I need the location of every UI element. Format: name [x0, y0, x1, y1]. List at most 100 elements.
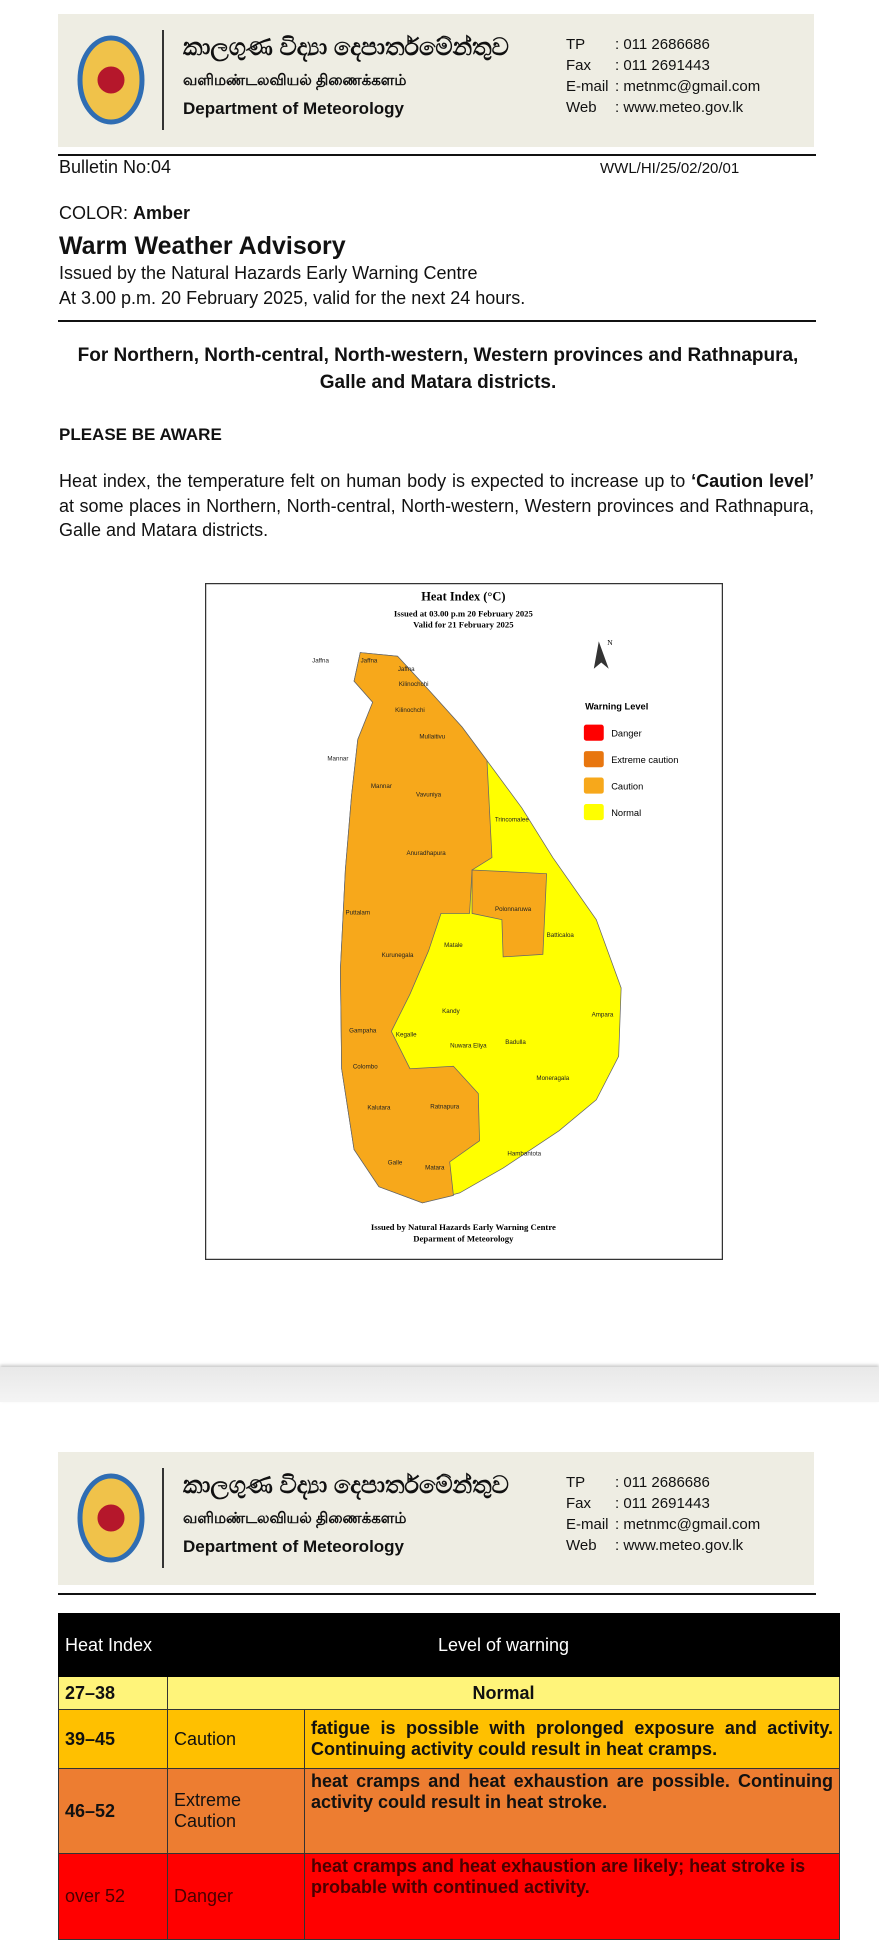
district-label: Gampaha	[349, 1028, 377, 1035]
district-label: Galle	[388, 1159, 403, 1166]
north-arrow	[593, 641, 609, 669]
english-name: Department of Meteorology	[183, 1537, 405, 1556]
contact-label: Fax	[566, 1495, 592, 1512]
divider	[162, 30, 164, 130]
district-label: Anuradhapura	[406, 850, 446, 857]
cell: Normal	[167, 1676, 840, 1710]
color-line: COLOR: Amber	[59, 203, 190, 224]
bulletin-number: Bulletin No:04	[59, 157, 172, 177]
map-text: Issued by Natural Hazards Early Warning …	[371, 1222, 556, 1232]
district-label: Jaffna	[312, 658, 329, 665]
heat-map: Heat Index (°C) Issued at 03.00 p.m 20 Fe…	[205, 583, 723, 1260]
contact-label: Fax	[566, 57, 592, 74]
contact-label: E-mail	[566, 1516, 609, 1533]
title: Warm Weather Advisory	[59, 232, 346, 260]
contact-value: : metnmc@gmail.com	[615, 1516, 761, 1533]
district-label: Trincomalee	[495, 817, 529, 824]
region-caution	[471, 869, 547, 958]
cell: 27–38	[58, 1676, 168, 1710]
map-text: Valid for 21 February 2025	[413, 620, 514, 630]
region-caution	[340, 652, 493, 1204]
district-label: Kilinochchi	[399, 681, 429, 688]
map-text: N	[607, 638, 613, 647]
tamil-name: வளிமண்டலவியல் திணைக்களம்	[183, 1510, 407, 1527]
district-label: Hambantota	[507, 1151, 541, 1158]
legend-swatch	[583, 724, 604, 741]
legend-label: Danger	[611, 728, 642, 738]
cell: Danger	[167, 1853, 305, 1940]
aware: PLEASE BE AWARE	[59, 425, 222, 444]
district-label: Puttalam	[346, 910, 370, 917]
cell: 39–45	[58, 1709, 168, 1769]
district-label: Kegalle	[396, 1031, 417, 1038]
contact-value: : metnmc@gmail.com	[615, 78, 761, 95]
contact-label: Web	[566, 1537, 597, 1554]
district-label: Moneragala	[536, 1075, 569, 1082]
district-label: Ratnapura	[430, 1103, 460, 1110]
body: Heat index, the temperature felt on huma…	[59, 469, 814, 543]
emblem-inner	[94, 63, 128, 97]
contact-value: : www.meteo.gov.lk	[615, 1537, 744, 1554]
district-label: Kilinochchi	[395, 707, 425, 714]
contact-label: TP	[566, 36, 586, 53]
sinhala-name: කාලගුණ විද්‍යා දෙපාර්තමේන්තුව	[183, 34, 509, 61]
color: Amber	[133, 203, 191, 223]
cell: fatigue is possible with prolonged expos…	[304, 1709, 840, 1769]
cell: heat cramps and heat exhaustion are like…	[304, 1853, 840, 1940]
sinhala-name: කාලගුණ විද්‍යා දෙපාර්තමේන්තුව	[183, 1472, 509, 1499]
legend-swatch	[583, 803, 604, 821]
issued-at: At 3.00 p.m. 20 February 2025, valid for…	[59, 288, 526, 308]
letterhead: කාලගුණ විද්‍යා දෙපාර්තමේන්තුව வளிமண்டலவிய…	[58, 1452, 814, 1585]
warning-table: Heat Index Level of warning 27–38 Normal 3…	[58, 1613, 840, 1940]
district-label: Mullaitivu	[419, 733, 445, 740]
cell: heat cramps and heat exhaustion are poss…	[304, 1768, 840, 1854]
contact-value: : 011 2686686	[615, 36, 710, 53]
table-header: Level of warning	[167, 1613, 840, 1677]
map-text: Heat Index (°C)	[421, 589, 505, 603]
map-text: Deparment of Meteorology	[413, 1233, 514, 1243]
cell: 46–52	[58, 1768, 168, 1854]
map-text: Issued at 03.00 p.m 20 February 2025	[394, 609, 534, 619]
legend-swatch	[583, 751, 604, 768]
cell: Caution	[167, 1709, 305, 1769]
cell: Extreme Caution	[167, 1768, 305, 1854]
district-label: Jaffna	[398, 666, 415, 673]
district-label: Kandy	[442, 1008, 460, 1015]
legend-title: Warning Level	[585, 702, 648, 712]
cell: over 52	[58, 1853, 168, 1940]
district-label: Badulla	[505, 1039, 526, 1046]
rule	[58, 1593, 816, 1595]
body-bold: ‘Caution level’	[691, 471, 814, 491]
rule	[58, 154, 816, 156]
emblem	[77, 1473, 145, 1563]
district-label: Vavuniya	[416, 792, 442, 799]
district-label: Mannar	[327, 756, 348, 763]
district-label: Ampara	[592, 1012, 614, 1019]
contact-label: TP	[566, 1474, 586, 1491]
district-label: Nuwara Eliya	[450, 1043, 487, 1050]
letterhead: කාලගුණ විද්‍යා දෙපාර්තමේන්තුව வளிமண்டலவிய…	[58, 14, 814, 147]
district-label: Matale	[444, 942, 463, 949]
district-label: Batticaloa	[547, 932, 575, 939]
district-label: Jaffna	[361, 658, 378, 665]
legend-label: Extreme caution	[611, 755, 678, 765]
contact-value: : 011 2691443	[615, 57, 710, 74]
body-text: Heat index, the temperature felt on huma…	[59, 471, 692, 491]
emblem-inner	[94, 1501, 128, 1535]
divider	[162, 1468, 164, 1568]
district-label: Polonnaruwa	[495, 906, 532, 913]
contact-value: : www.meteo.gov.lk	[615, 99, 744, 116]
english-name: Department of Meteorology	[183, 99, 405, 118]
contact-label: E-mail	[566, 78, 609, 95]
contact-label: Web	[566, 99, 597, 116]
rule	[58, 320, 816, 322]
tamil-name: வளிமண்டலவியல் திணைக்களம்	[183, 72, 407, 89]
color-label: COLOR:	[59, 203, 129, 223]
page-break	[0, 1367, 879, 1402]
legend-label: Caution	[611, 781, 643, 791]
table-header: Heat Index	[58, 1613, 168, 1677]
reference: WWL/HI/25/02/20/01	[600, 160, 740, 177]
district-label: Matara	[425, 1164, 445, 1171]
emblem	[77, 35, 145, 125]
areas: For Northern, North-central, North-weste…	[77, 345, 799, 393]
